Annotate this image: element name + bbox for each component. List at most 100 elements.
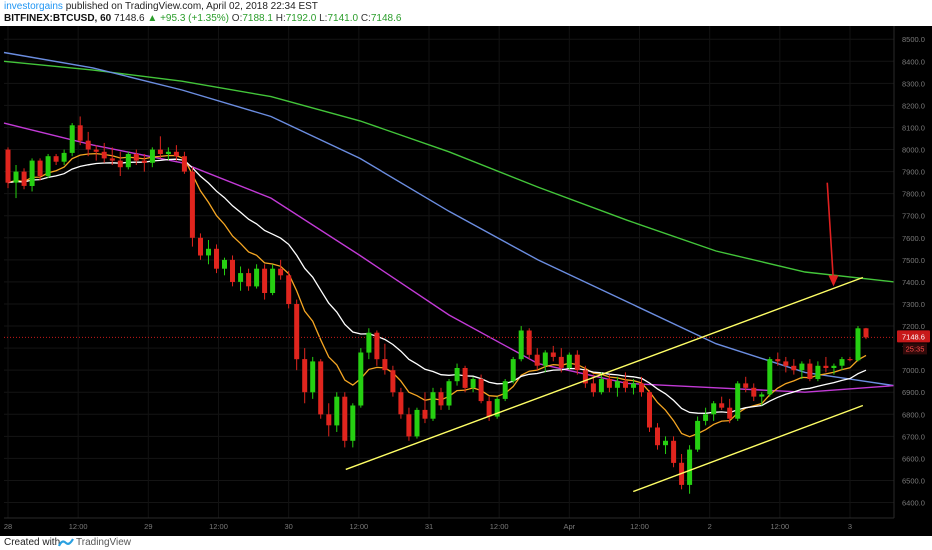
trendline[interactable] xyxy=(632,404,864,493)
candle-body[interactable] xyxy=(647,392,652,428)
candle-body[interactable] xyxy=(350,405,356,441)
candle-body[interactable] xyxy=(189,171,195,238)
candle-body[interactable] xyxy=(206,248,211,256)
candle-body[interactable] xyxy=(502,381,508,399)
candle-body[interactable] xyxy=(422,409,428,419)
candle-body[interactable] xyxy=(5,149,11,183)
candle-body[interactable] xyxy=(526,330,532,355)
candle-body[interactable] xyxy=(214,248,219,269)
tradingview-brand[interactable]: TradingView xyxy=(76,537,132,548)
candle-body[interactable] xyxy=(847,359,853,361)
candle-body[interactable] xyxy=(374,332,380,360)
candle-body[interactable] xyxy=(101,151,107,159)
candle-body[interactable] xyxy=(663,440,668,446)
candle-body[interactable] xyxy=(45,156,51,177)
candle-body[interactable] xyxy=(222,259,227,269)
candle-body[interactable] xyxy=(117,160,123,168)
candle-body[interactable] xyxy=(342,396,348,441)
candle-body[interactable] xyxy=(254,268,260,287)
candle-body[interactable] xyxy=(149,149,155,163)
candle-body[interactable] xyxy=(518,330,524,360)
candle-body[interactable] xyxy=(390,370,396,393)
candle-body[interactable] xyxy=(534,354,540,366)
candle-body[interactable] xyxy=(598,379,604,393)
candle-body[interactable] xyxy=(783,361,789,366)
candle-body[interactable] xyxy=(807,363,813,379)
candle-body[interactable] xyxy=(302,359,308,393)
candle-body[interactable] xyxy=(606,379,612,388)
candle-body[interactable] xyxy=(855,328,861,361)
candle-body[interactable] xyxy=(173,151,179,157)
candle-body[interactable] xyxy=(334,396,340,426)
candle-body[interactable] xyxy=(727,407,733,419)
candle-body[interactable] xyxy=(198,237,203,256)
annotation-arrow[interactable] xyxy=(826,182,835,283)
candle-body[interactable] xyxy=(719,403,725,408)
candle-body[interactable] xyxy=(230,259,235,282)
candle-body[interactable] xyxy=(839,359,845,366)
candle-body[interactable] xyxy=(510,359,516,382)
candle-body[interactable] xyxy=(574,354,580,371)
candle-body[interactable] xyxy=(711,403,717,415)
candle-body[interactable] xyxy=(454,368,460,382)
candle-body[interactable] xyxy=(414,409,420,437)
candle-body[interactable] xyxy=(687,449,693,485)
candle-body[interactable] xyxy=(751,387,757,397)
candle-body[interactable] xyxy=(486,401,492,417)
candle-body[interactable] xyxy=(494,398,500,417)
candle-body[interactable] xyxy=(85,140,91,150)
candle-body[interactable] xyxy=(478,379,484,402)
candle-body[interactable] xyxy=(326,414,332,426)
candle-body[interactable] xyxy=(141,160,147,163)
candle-body[interactable] xyxy=(53,156,59,162)
candle-body[interactable] xyxy=(590,383,596,393)
candle-body[interactable] xyxy=(566,354,572,368)
candle-body[interactable] xyxy=(623,381,628,388)
candle-body[interactable] xyxy=(614,381,620,388)
candle-body[interactable] xyxy=(639,383,644,393)
candle-body[interactable] xyxy=(791,365,797,371)
candle-body[interactable] xyxy=(93,149,99,152)
candle-body[interactable] xyxy=(133,154,139,161)
candle-body[interactable] xyxy=(542,352,548,366)
tradingview-logo-icon[interactable] xyxy=(58,537,74,548)
candle-body[interactable] xyxy=(294,304,300,360)
candle-body[interactable] xyxy=(815,365,821,379)
candle-body[interactable] xyxy=(398,392,404,415)
candle-body[interactable] xyxy=(655,427,660,446)
candle-body[interactable] xyxy=(703,414,709,421)
candle-body[interactable] xyxy=(743,383,749,388)
candle-body[interactable] xyxy=(799,363,805,371)
candle-body[interactable] xyxy=(358,352,364,406)
candle-body[interactable] xyxy=(366,332,372,353)
candle-body[interactable] xyxy=(831,365,837,368)
price-chart[interactable]: 6400.0 6500.0 6600.0 6700.0 6800.0 6900.0 7000… xyxy=(0,26,932,536)
candle-body[interactable] xyxy=(29,160,35,186)
candle-body[interactable] xyxy=(310,361,316,393)
candle-body[interactable] xyxy=(262,268,268,293)
candle-body[interactable] xyxy=(109,158,115,161)
candle-body[interactable] xyxy=(470,379,476,388)
trendline[interactable] xyxy=(345,276,864,471)
candle-body[interactable] xyxy=(181,156,187,172)
candle-body[interactable] xyxy=(406,414,412,437)
candle-body[interactable] xyxy=(550,352,556,357)
candle-body[interactable] xyxy=(69,125,75,153)
candle-body[interactable] xyxy=(61,152,67,162)
candle-body[interactable] xyxy=(671,440,677,463)
candle-body[interactable] xyxy=(446,381,452,406)
candle-body[interactable] xyxy=(823,365,829,368)
candle-body[interactable] xyxy=(767,359,773,395)
candle-body[interactable] xyxy=(582,370,588,384)
candle-body[interactable] xyxy=(382,359,388,371)
candle-body[interactable] xyxy=(863,328,869,338)
candle-body[interactable] xyxy=(286,275,292,304)
candle-body[interactable] xyxy=(238,273,244,282)
candle-body[interactable] xyxy=(558,356,564,368)
candle-body[interactable] xyxy=(462,368,468,388)
candle-body[interactable] xyxy=(278,268,284,276)
candle-body[interactable] xyxy=(246,273,252,287)
author-link[interactable]: investorgains xyxy=(4,1,63,12)
candle-body[interactable] xyxy=(37,160,43,176)
candle-body[interactable] xyxy=(270,268,276,293)
